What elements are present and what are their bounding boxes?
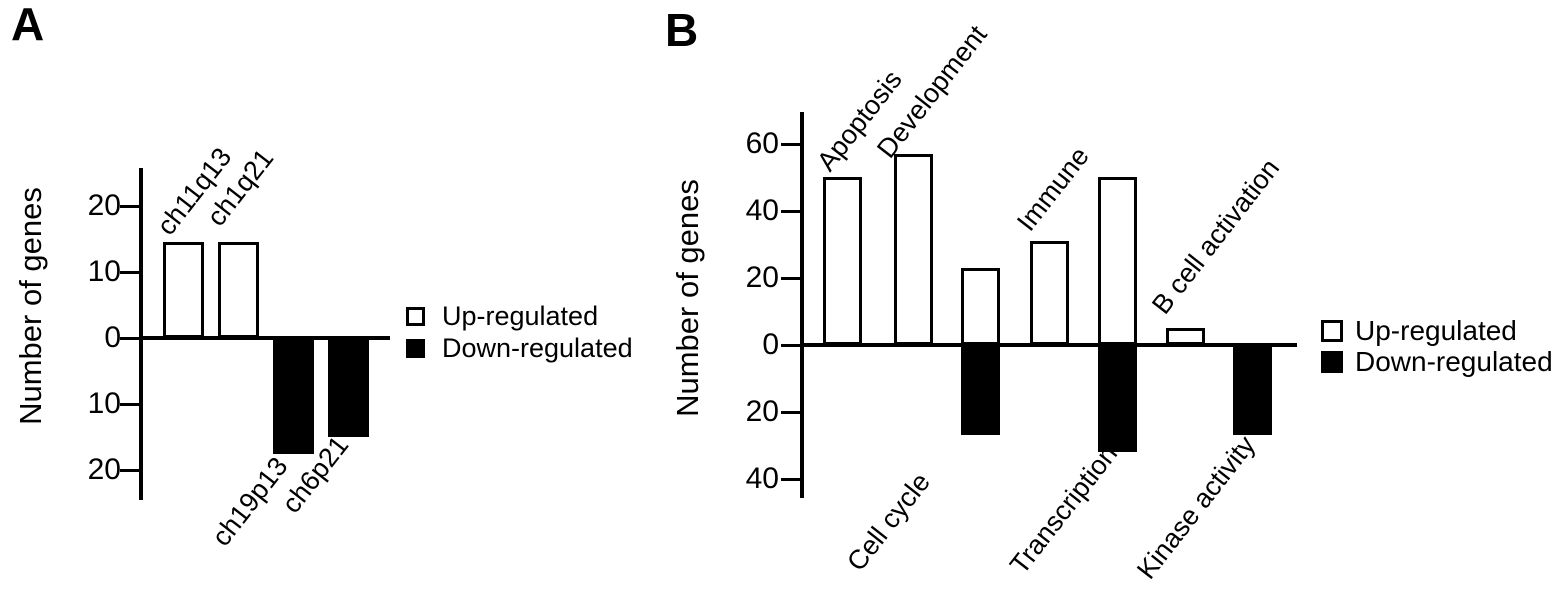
category-label-b-cell-activation: B cell activation <box>1146 153 1286 320</box>
y-tick-label-20-down: 20 <box>745 395 779 428</box>
up-regulated-swatch-icon <box>1321 320 1343 342</box>
bar-cell-cycle-down <box>961 345 1000 435</box>
x-axis-zero-line <box>800 343 1297 347</box>
down-regulated-swatch-icon <box>406 338 425 358</box>
panel-a-letter: A <box>11 0 45 50</box>
y-tick-label-40-down: 40 <box>745 462 779 495</box>
y-tick-10-down <box>120 403 139 406</box>
bar-ch19p13-down <box>273 338 314 454</box>
panel-b-legend-item-down: Down-regulated <box>1321 347 1553 377</box>
panel-b-legend-item-up: Up-regulated <box>1321 316 1517 346</box>
down-regulated-swatch-icon <box>1321 351 1343 373</box>
bar-apoptosis-up <box>823 177 862 345</box>
y-tick-20-down <box>781 411 800 414</box>
up-regulated-swatch-icon <box>406 306 425 326</box>
bar-immune-up <box>1030 241 1069 345</box>
y-tick-20 <box>120 205 139 208</box>
y-tick-label-60: 60 <box>745 127 779 160</box>
y-tick-label-20: 20 <box>745 261 779 294</box>
y-tick-20 <box>781 277 800 280</box>
y-tick-label-20-down: 20 <box>87 453 121 486</box>
legend-label-up: Up-regulated <box>442 301 599 331</box>
y-axis-line <box>139 168 143 500</box>
y-tick-20-down <box>120 469 139 472</box>
bar-ch1q21-up <box>218 242 259 338</box>
bar-transcription-down <box>1098 345 1137 452</box>
bar-cell-cycle-up <box>961 268 1000 345</box>
category-label-cell-cycle: Cell cycle <box>841 467 936 577</box>
panel-b-letter: B <box>665 4 699 56</box>
bar-ch6p21-down <box>328 338 369 437</box>
y-tick-60 <box>781 143 800 146</box>
category-label-kinase-activity: Kinase activity <box>1131 430 1262 585</box>
legend-label-down: Down-regulated <box>442 333 633 363</box>
panel-a-legend-item-down: Down-regulated <box>406 333 633 363</box>
y-tick-40-down <box>781 478 800 481</box>
y-axis-line <box>800 112 804 498</box>
bar-b-cell-activation-up <box>1166 328 1205 345</box>
x-axis-zero-line <box>139 336 390 340</box>
y-tick-0 <box>781 344 800 347</box>
bar-development-up <box>894 154 933 345</box>
bar-ch11q13-up <box>163 242 204 338</box>
y-tick-label-10-down: 10 <box>87 387 121 420</box>
y-tick-40 <box>781 210 800 213</box>
y-tick-label-40: 40 <box>745 194 779 227</box>
category-label-immune: Immune <box>1011 141 1095 237</box>
y-tick-label-0: 0 <box>762 328 779 361</box>
legend-label-down: Down-regulated <box>1355 346 1553 377</box>
bar-kinase-activity-down <box>1233 345 1272 435</box>
y-tick-label-10: 10 <box>87 255 121 288</box>
bar-transcription-up <box>1098 177 1137 345</box>
panel-a-legend-item-up: Up-regulated <box>406 301 598 331</box>
y-tick-0 <box>120 337 139 340</box>
y-tick-label-0: 0 <box>104 321 121 354</box>
legend-label-up: Up-regulated <box>1355 315 1517 346</box>
y-tick-label-20: 20 <box>87 189 121 222</box>
category-label-transcription: Transcription <box>1004 438 1124 580</box>
y-tick-10 <box>120 271 139 274</box>
